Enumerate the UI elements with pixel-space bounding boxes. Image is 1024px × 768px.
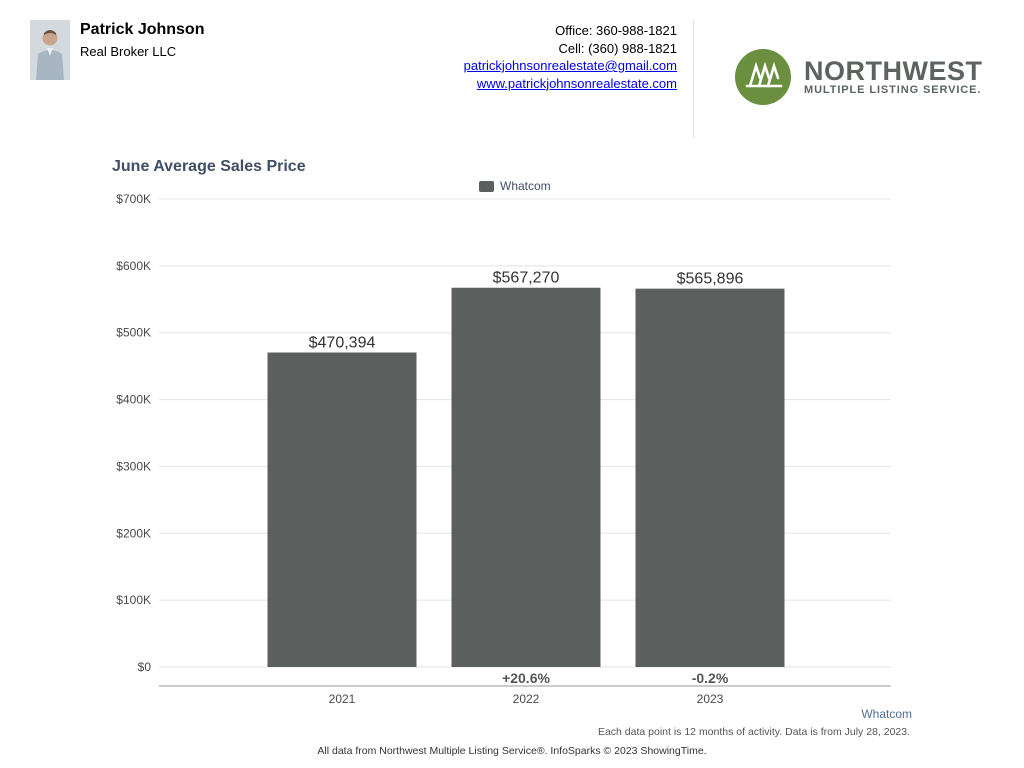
- y-tick-label: $600K: [116, 259, 151, 273]
- bar-value-label: $567,270: [493, 270, 560, 287]
- nwmls-logo-icon: [735, 49, 791, 105]
- office-phone: Office: 360-988-1821: [555, 23, 677, 38]
- nwmls-logo: NORTHWEST MULTIPLE LISTING SERVICE.: [734, 48, 984, 108]
- footer-source: All data from Northwest Multiple Listing…: [317, 745, 707, 757]
- agent-name: Patrick Johnson: [80, 21, 205, 38]
- x-tick-label: 2023: [697, 692, 724, 706]
- bar-change-label: -0.2%: [692, 670, 729, 686]
- chart-title: June Average Sales Price: [112, 158, 306, 175]
- bar-change-label: +20.6%: [502, 670, 550, 686]
- y-tick-label: $100K: [116, 593, 151, 607]
- y-tick-label: $0: [138, 660, 152, 674]
- legend-label: Whatcom: [500, 179, 551, 193]
- website-link[interactable]: www.patrickjohnsonrealestate.com: [476, 75, 677, 91]
- bar: [635, 288, 785, 667]
- nwmls-logo-subtitle: MULTIPLE LISTING SERVICE.: [804, 84, 982, 96]
- y-tick-label: $300K: [116, 459, 151, 473]
- chart-legend[interactable]: Whatcom: [479, 179, 551, 193]
- y-tick-label: $700K: [116, 192, 151, 206]
- legend-swatch: [479, 180, 494, 192]
- nwmls-logo-word: NORTHWEST: [804, 56, 983, 86]
- email-link[interactable]: patrickjohnsonrealestate@gmail.com: [463, 58, 677, 73]
- x-tick-label: 2021: [329, 692, 356, 706]
- bar: [267, 352, 417, 667]
- bar-value-label: $470,394: [309, 335, 376, 352]
- x-tick-label: 2022: [513, 692, 540, 706]
- y-tick-label: $500K: [116, 326, 151, 340]
- cell-phone: Cell: (360) 988-1821: [558, 40, 677, 56]
- bar: [451, 287, 601, 667]
- footer-note: Each data point is 12 months of activity…: [597, 726, 910, 738]
- y-tick-label: $400K: [116, 393, 151, 407]
- contact-block: Office: 360-988-1821 Cell: (360) 988-182…: [464, 22, 677, 92]
- header-divider: [693, 20, 694, 138]
- agent-company: Real Broker LLC: [80, 44, 177, 59]
- agent-photo-image: [30, 20, 70, 80]
- y-tick-label: $200K: [116, 526, 151, 540]
- footer-region-link[interactable]: Whatcom: [861, 707, 912, 721]
- bar-value-label: $565,896: [677, 271, 744, 288]
- agent-photo: [30, 20, 70, 80]
